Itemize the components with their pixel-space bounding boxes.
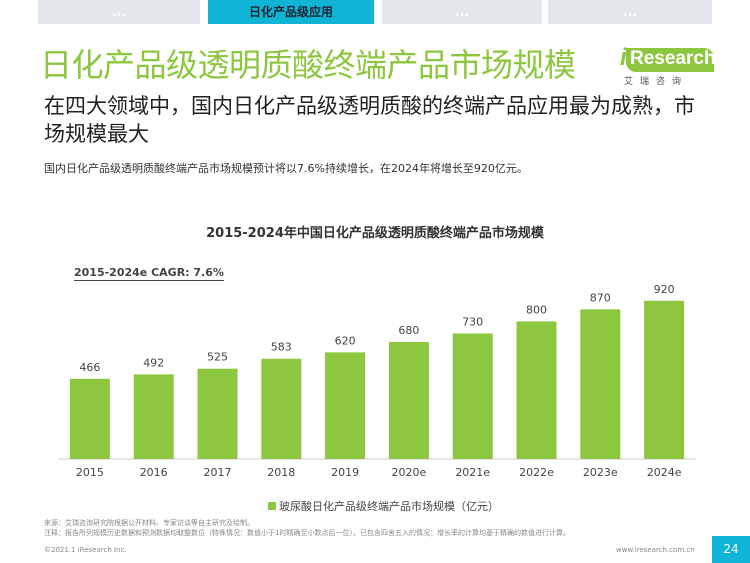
tick-label-2015: 2015 bbox=[76, 466, 104, 479]
iresearch-logo: i Research 艾瑞咨询 bbox=[618, 44, 718, 87]
chart-legend: 玻尿酸日化产品级终端产品市场规模（亿元） bbox=[268, 498, 499, 514]
data-label-2021e: 730 bbox=[462, 315, 483, 328]
page-title: 日化产品级透明质酸终端产品市场规模 bbox=[40, 46, 576, 84]
data-label-2016: 492 bbox=[143, 356, 164, 369]
tick-label-2018: 2018 bbox=[267, 466, 295, 479]
tab-3[interactable]: ... bbox=[382, 0, 542, 24]
data-label-2019: 620 bbox=[335, 334, 356, 347]
data-label-2018: 583 bbox=[271, 341, 292, 354]
data-label-2023e: 870 bbox=[590, 291, 611, 304]
logo-brand: Research bbox=[630, 48, 716, 69]
copyright: ©2021.1 iResearch Inc. bbox=[44, 546, 127, 554]
bar-2016 bbox=[133, 374, 174, 459]
tick-label-2019: 2019 bbox=[331, 466, 359, 479]
bar-2024e bbox=[644, 300, 685, 459]
data-label-2017: 525 bbox=[207, 351, 228, 364]
bar-2023e bbox=[580, 309, 621, 459]
tick-label-2021e: 2021e bbox=[455, 466, 490, 479]
cagr-label: 2015-2024e CAGR: 7.6% bbox=[74, 266, 224, 281]
tab-daily-chemical-application[interactable]: 日化产品级应用 bbox=[208, 0, 374, 24]
data-label-2022e: 800 bbox=[526, 303, 547, 316]
legend-swatch bbox=[268, 502, 276, 510]
tick-label-2024e: 2024e bbox=[647, 466, 682, 479]
data-label-2015: 466 bbox=[79, 361, 100, 374]
bar-2021e bbox=[452, 333, 493, 459]
source-note: 来源：艾瑞咨询研究院根据公开材料、专家访谈等自主研究及绘制。 bbox=[44, 519, 254, 527]
page-subtitle: 在四大领域中，国内日化产品级透明质酸的终端产品应用最为成熟，市场规模最大 bbox=[44, 94, 695, 146]
data-label-2020e: 680 bbox=[398, 324, 419, 337]
website: www.iresearch.com.cn bbox=[616, 546, 695, 554]
bar-2019 bbox=[325, 352, 366, 459]
data-label-2024e: 920 bbox=[654, 283, 675, 296]
tick-label-2016: 2016 bbox=[140, 466, 168, 479]
logo-bar bbox=[626, 48, 714, 72]
bar-2022e bbox=[516, 321, 557, 459]
tab-1[interactable]: ... bbox=[38, 0, 200, 24]
section-tabs: ... 日化产品级应用 ... ... bbox=[0, 0, 750, 26]
tick-label-2022e: 2022e bbox=[519, 466, 554, 479]
tab-4[interactable]: ... bbox=[548, 0, 712, 24]
logo-i: i bbox=[620, 44, 627, 71]
tick-label-2023e: 2023e bbox=[583, 466, 618, 479]
tick-label-2020e: 2020e bbox=[392, 466, 427, 479]
bar-2015 bbox=[69, 378, 110, 459]
source-notes: 来源：艾瑞咨询研究院根据公开材料、专家访谈等自主研究及绘制。 注释：报告所列规模… bbox=[44, 518, 570, 538]
page-number: 24 bbox=[712, 536, 750, 563]
summary-text: 国内日化产品级透明质酸终端产品市场规模预计将以7.6%持续增长，在2024年将增… bbox=[44, 162, 528, 175]
tick-label-2017: 2017 bbox=[204, 466, 232, 479]
remark-note: 注释：报告所列规模历史数据和预测数据均取整数位（特殊情况：数值小于1时精确至小数… bbox=[44, 529, 570, 537]
legend-label: 玻尿酸日化产品级终端产品市场规模（亿元） bbox=[279, 500, 499, 513]
bar-2017 bbox=[197, 368, 238, 459]
bar-2018 bbox=[261, 358, 302, 459]
bar-2020e bbox=[388, 342, 429, 459]
chart-title: 2015-2024年中国日化产品级透明质酸终端产品市场规模 bbox=[206, 226, 544, 241]
logo-cn-text: 艾瑞咨询 bbox=[624, 77, 689, 87]
